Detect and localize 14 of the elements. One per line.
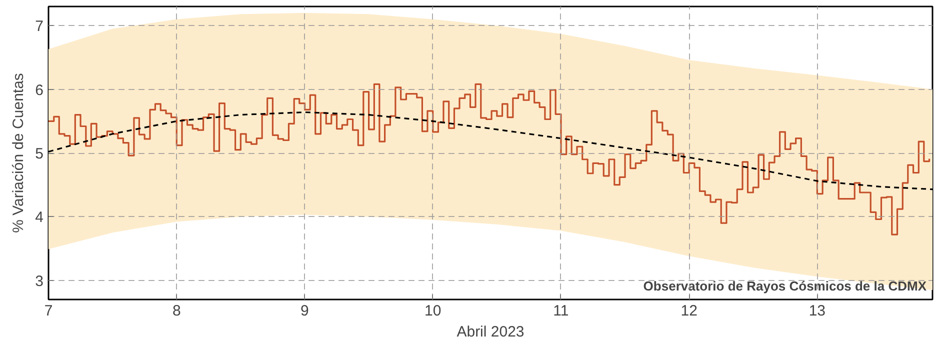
- y-tick-label: 3: [35, 272, 44, 290]
- x-tick-label: 11: [553, 302, 569, 320]
- y-tick-label: 5: [35, 146, 44, 162]
- x-tick-label: 13: [808, 302, 826, 320]
- x-tick-label: 9: [300, 302, 309, 320]
- y-axis-title: % Variación de Cuentas: [10, 73, 28, 233]
- x-axis-title: Abril 2023: [456, 324, 524, 340]
- x-tick-label: 12: [680, 302, 698, 320]
- y-tick-label: 7: [35, 18, 44, 36]
- x-tick-label: 10: [424, 302, 442, 320]
- x-tick-label: 8: [172, 302, 181, 320]
- annotation: Observatorio de Rayos Cósmicos de la CDMX: [643, 278, 927, 294]
- y-tick-label: 4: [35, 209, 44, 226]
- y-tick-label: 6: [35, 82, 44, 99]
